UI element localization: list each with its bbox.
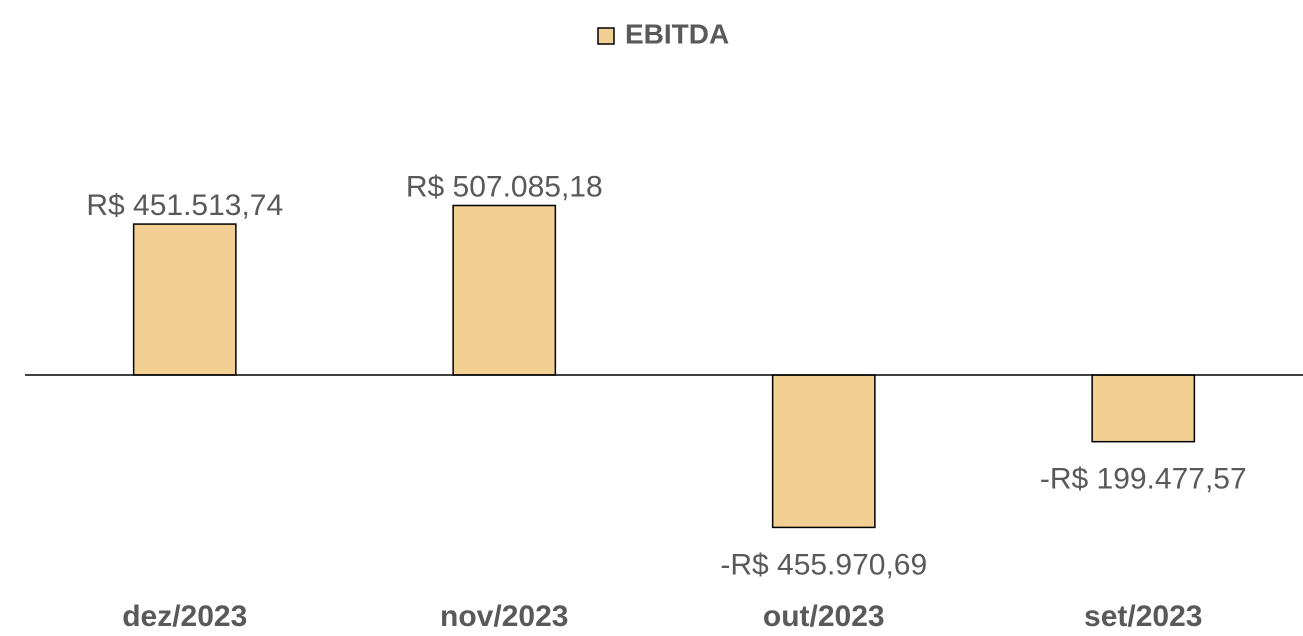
data-label: -R$ 455.970,69 bbox=[720, 548, 927, 581]
x-tick-label: set/2023 bbox=[1084, 600, 1202, 633]
bar bbox=[132, 223, 237, 376]
data-label: R$ 507.085,18 bbox=[406, 170, 603, 203]
bar bbox=[1091, 374, 1196, 443]
legend-label: EBITDA bbox=[625, 18, 729, 49]
data-label: R$ 451.513,74 bbox=[86, 189, 283, 222]
data-label: -R$ 199.477,57 bbox=[1040, 463, 1247, 496]
x-tick-label: out/2023 bbox=[763, 600, 885, 633]
bar bbox=[452, 204, 557, 376]
legend-swatch bbox=[597, 27, 615, 45]
bar bbox=[771, 374, 876, 529]
x-tick-label: dez/2023 bbox=[122, 600, 247, 633]
x-tick-label: nov/2023 bbox=[440, 600, 568, 633]
